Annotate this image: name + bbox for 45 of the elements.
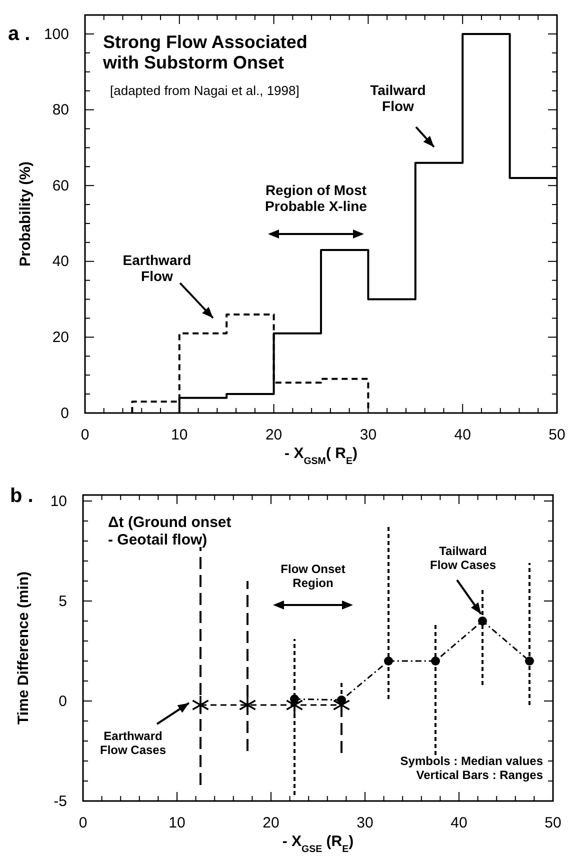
y-tick-label: 10 <box>50 492 67 510</box>
annotation: Tailward Flow Cases <box>430 544 496 572</box>
point <box>337 696 346 704</box>
point <box>192 695 210 715</box>
y-tick-label: 20 <box>52 328 69 346</box>
x-tick-label: 10 <box>171 426 188 444</box>
point <box>431 656 440 666</box>
x-tick-label: 50 <box>544 814 562 832</box>
x-tick-label: 20 <box>265 426 282 444</box>
annotation: Tailward Flow <box>370 82 426 114</box>
x-tick-label: 40 <box>450 814 468 832</box>
y-tick-label: 0 <box>58 692 67 710</box>
x-tick-label: 0 <box>80 426 90 444</box>
x-tick-label: 30 <box>360 426 377 444</box>
annotation: Earthward Flow Cases <box>100 729 166 757</box>
x-axis-title: - X$_{GSM}$( R$_{E}$) <box>284 445 358 466</box>
x-tick-label: 40 <box>454 426 471 444</box>
point <box>384 656 393 666</box>
x-tick-label: 0 <box>78 814 88 832</box>
x-tick-label: 20 <box>262 814 280 832</box>
y-tick-label: 100 <box>44 26 69 43</box>
x-tick-label: 10 <box>168 814 186 832</box>
y-axis-title: Probability (%) <box>17 161 34 267</box>
point <box>478 616 487 626</box>
text: [adapted from Nagai et al., 1998] <box>110 83 300 98</box>
annotation: Symbols : Median values Vertical Bars : Ranges <box>400 754 544 782</box>
y-tick-label: -5 <box>54 792 67 810</box>
point <box>290 694 299 704</box>
x-axis-title: - X$_{GSE}$ (R$_{E}$) <box>282 833 354 854</box>
text: b . <box>10 485 34 507</box>
y-tick-label: 80 <box>52 102 69 119</box>
y-tick-label: 0 <box>60 404 69 422</box>
y-axis-title: Time Difference (min) <box>15 571 32 725</box>
point <box>525 656 534 666</box>
text: Δt (Ground onset - Geotail flow) <box>108 514 232 548</box>
x-tick-label: 30 <box>356 814 374 832</box>
y-tick-label: 40 <box>52 253 69 270</box>
x-tick-label: 50 <box>548 426 566 444</box>
text: Strong Flow Associated with Substorm Onset <box>102 32 308 73</box>
annotation: Region of Most Probable X-line <box>265 182 368 214</box>
annotation: Earthward Flow <box>122 252 192 284</box>
text: a . <box>8 23 30 45</box>
annotation: Flow Onset Region <box>280 562 346 590</box>
y-tick-label: 5 <box>58 592 67 610</box>
y-tick-label: 60 <box>52 177 69 194</box>
